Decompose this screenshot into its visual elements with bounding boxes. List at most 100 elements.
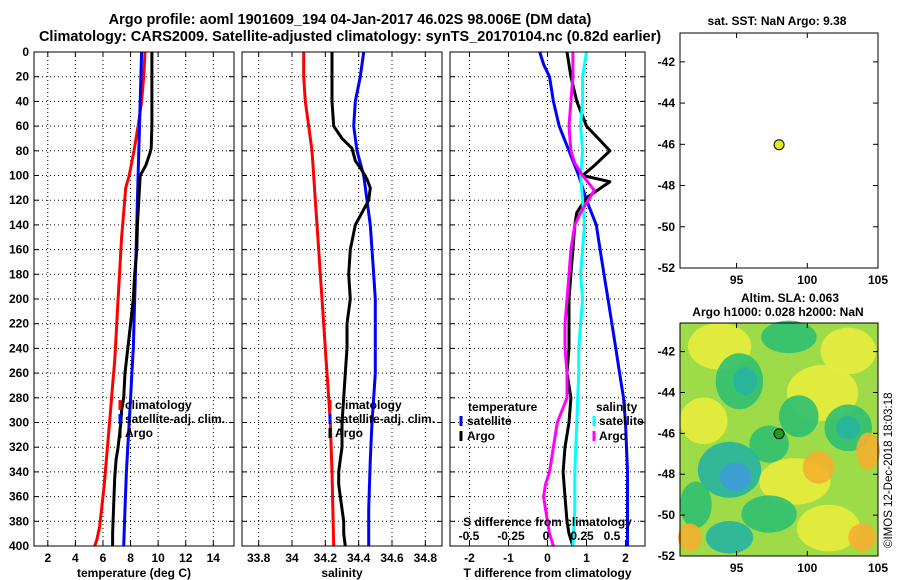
sla-heatmap-cell <box>848 523 877 552</box>
x2-axis-label: S difference from climatology <box>463 515 632 529</box>
x-tick-label: 105 <box>868 273 888 287</box>
y-tick-label: -44 <box>658 385 676 399</box>
x-axis-label: T difference from climatology <box>463 566 631 580</box>
x2-tick-label: 0.5 <box>604 529 621 543</box>
sla-heatmap-cell <box>733 367 758 396</box>
sla-heatmap-cell <box>678 523 702 552</box>
x-tick-label: 6 <box>100 551 107 565</box>
x-tick-label: 1 <box>583 551 590 565</box>
sla-heatmap-cell <box>741 495 797 533</box>
series-line-temperature-argo <box>561 51 612 547</box>
y-tick-label: 100 <box>9 169 29 183</box>
map-frame-sst_map <box>679 32 879 269</box>
y-tick-label: -46 <box>658 426 676 440</box>
sla-heatmap-cell <box>856 432 880 470</box>
y-tick-label: 280 <box>9 391 29 405</box>
sla-map-title-line-2: Argo h1000: 0.028 h2000: NaN <box>692 305 863 319</box>
y-tick-label: -48 <box>658 179 676 193</box>
legend-heading: temperature <box>468 400 538 414</box>
map-frame-sla_map <box>679 322 879 557</box>
x-tick-label: 2 <box>44 551 51 565</box>
series-line-climatology <box>93 51 147 547</box>
sla-heatmap-cell <box>836 416 861 440</box>
y-tick-label: 140 <box>9 218 29 232</box>
series-line-argo <box>330 52 372 547</box>
x-tick-label: 33.8 <box>247 551 271 565</box>
legend-label: Argo <box>467 429 495 443</box>
y-tick-label: 320 <box>9 440 29 454</box>
legend-label: Argo <box>599 429 627 443</box>
y-tick-label: -52 <box>658 549 676 563</box>
sla-heatmap-cell <box>761 320 817 354</box>
x-axis-label: salinity <box>321 566 363 580</box>
series-line-satellite-adj-clim- <box>352 51 377 546</box>
sst-map-title: sat. SST: NaN Argo: 9.38 <box>708 14 847 28</box>
y-tick-label: 240 <box>9 341 29 355</box>
x-tick-label: 2 <box>622 551 629 565</box>
plot-frame-temperature <box>33 51 235 547</box>
y-tick-label: 380 <box>9 514 29 528</box>
sla-heatmap-cell <box>719 462 752 491</box>
y-tick-label: 400 <box>9 539 29 553</box>
legend-label: climatology <box>125 398 192 412</box>
y-tick-label: -44 <box>658 96 676 110</box>
y-tick-label: 260 <box>9 366 29 380</box>
sla-heatmap-cell <box>802 451 835 484</box>
x-tick-label: 4 <box>72 551 79 565</box>
legend-label: Argo <box>335 426 363 440</box>
sla-heatmap-cell <box>796 504 861 552</box>
sla-heatmap-cell <box>680 481 712 529</box>
legend-label: satellite <box>599 414 644 428</box>
sla-map-title-line-1: Altim. SLA: 0.063 <box>741 291 839 305</box>
x-tick-label: 10 <box>151 551 165 565</box>
title-line-2: Climatology: CARS2009. Satellite-adjuste… <box>38 29 662 45</box>
x-tick-label: 34.4 <box>347 551 371 565</box>
y-tick-label: -50 <box>658 220 676 234</box>
y-tick-label: 340 <box>9 465 29 479</box>
x-axis-label: temperature (deg C) <box>77 566 191 580</box>
y-tick-label: 180 <box>9 267 29 281</box>
sla-heatmap-cell <box>680 397 728 445</box>
legend-heading: salinity <box>596 400 638 414</box>
sla-heatmap-cell <box>705 521 754 554</box>
x-tick-label: 8 <box>127 551 134 565</box>
x-tick-label: -2 <box>464 551 475 565</box>
argo-location-marker <box>773 428 785 440</box>
y-tick-label: 220 <box>9 317 29 331</box>
sla-heatmap-cell <box>779 395 819 438</box>
argo-location-marker <box>773 139 785 151</box>
x-tick-label: 12 <box>179 551 193 565</box>
y-tick-label: 360 <box>9 490 29 504</box>
x-tick-label: 34.8 <box>414 551 438 565</box>
x-tick-label: 34.2 <box>314 551 338 565</box>
series-line-argo <box>111 52 154 546</box>
x-tick-label: 34.6 <box>380 551 404 565</box>
legend-label: satellite-adj. clim. <box>125 412 225 426</box>
title-line-1: Argo profile: aoml 1901609_194 04-Jan-20… <box>108 12 592 28</box>
y-tick-label: -42 <box>658 345 676 359</box>
y-tick-label: -50 <box>658 508 676 522</box>
x-tick-label: 95 <box>730 561 744 575</box>
x-tick-label: -1 <box>503 551 514 565</box>
x-tick-label: 95 <box>730 273 744 287</box>
y-tick-label: 40 <box>16 94 30 108</box>
x2-tick-label: 0.25 <box>570 529 594 543</box>
x2-tick-label: 0 <box>543 529 550 543</box>
y-tick-label: 80 <box>16 144 30 158</box>
y-tick-label: 60 <box>16 119 30 133</box>
plot-frame-difference <box>449 51 646 547</box>
y-tick-label: 0 <box>22 45 29 59</box>
y-tick-label: 300 <box>9 416 29 430</box>
series-line-salinity-satellite <box>571 51 588 547</box>
sla-heatmap-cell <box>820 327 877 375</box>
series-line-salinity-argo <box>542 52 596 547</box>
y-tick-label: -48 <box>658 467 676 481</box>
y-tick-label: -42 <box>658 55 676 69</box>
x2-tick-label: -0.5 <box>459 529 480 543</box>
imos-watermark: ©IMOS 12-Dec-2018 18:03:18 <box>883 392 895 548</box>
x-tick-label: 14 <box>207 551 221 565</box>
legend-label: Argo <box>125 426 153 440</box>
legend-label: climatology <box>335 398 402 412</box>
x2-tick-label: -0.25 <box>497 529 525 543</box>
